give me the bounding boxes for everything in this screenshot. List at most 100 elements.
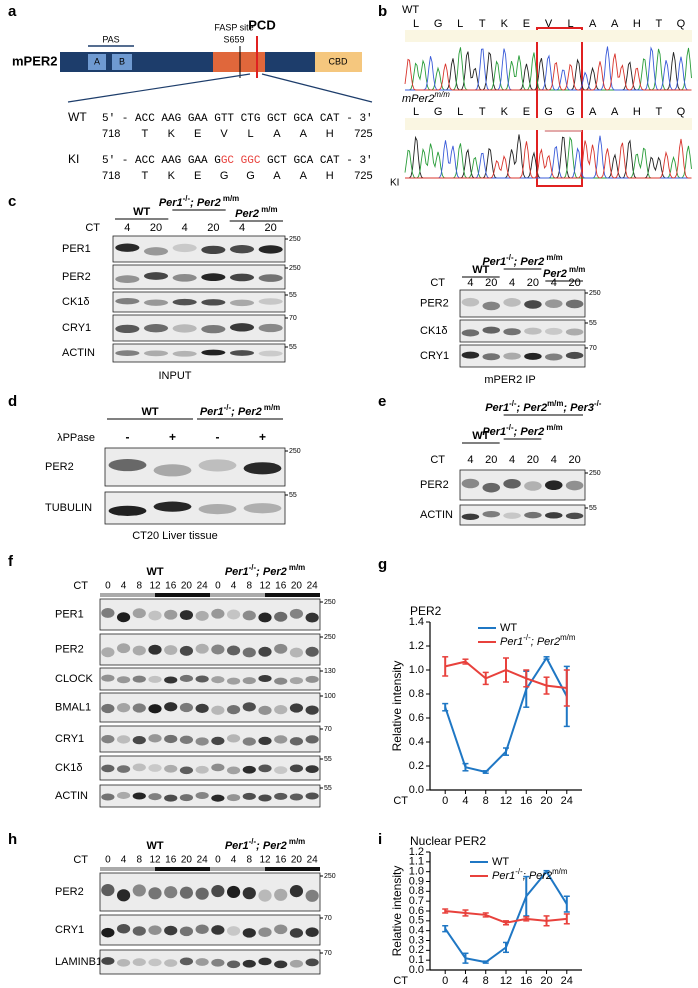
amino-acid: T [656, 18, 663, 30]
band [195, 924, 209, 935]
band [116, 676, 131, 684]
band [143, 272, 169, 280]
lane-label: 4 [231, 581, 237, 592]
text-part: ; Per2 [514, 426, 545, 438]
band [201, 273, 226, 281]
band [101, 703, 115, 714]
band [274, 766, 288, 774]
sequence: 5' - ACC AAG GAA GGC GGC GCT GCA CAT - 3… [102, 155, 373, 167]
band [116, 791, 131, 799]
ki-label: KI [390, 178, 399, 189]
text-part: -/- [515, 867, 523, 876]
genotype-label: Per2 m/m [235, 205, 277, 220]
lane-label: 24 [307, 855, 319, 866]
band [305, 765, 319, 773]
blot-strip [112, 264, 286, 290]
row-label: CK1δ [62, 296, 90, 308]
band [305, 612, 319, 623]
mw-marker: 70 [324, 915, 332, 922]
band [565, 480, 584, 491]
chromatogram-trace [405, 46, 692, 91]
text-part: WT [500, 622, 517, 634]
amino-acid: G [246, 170, 255, 182]
genotype-label: Per1-/-; Per2 m/m [159, 194, 239, 209]
domain-label: PAS [102, 34, 119, 44]
y-tick-label: 0.1 [409, 954, 424, 966]
row-label: BMAL1 [55, 701, 91, 713]
band [305, 958, 319, 967]
amino-acid: T [479, 18, 486, 30]
x-tick-label: 12 [500, 795, 512, 807]
band [201, 324, 226, 334]
band [179, 735, 194, 744]
band [565, 299, 584, 309]
y-tick-label: 0.3 [409, 934, 424, 946]
text-part: m/m [560, 633, 576, 642]
amino-acid: V [220, 128, 228, 140]
band [198, 459, 237, 472]
text-part: GCT GCA CAT - 3' [260, 155, 372, 167]
genotype-label: Per2 m/m [543, 265, 585, 280]
band [305, 792, 319, 800]
band [211, 736, 225, 746]
row-label: PER2 [62, 271, 91, 283]
band [242, 737, 256, 746]
band [258, 957, 272, 966]
band [101, 674, 115, 682]
band [258, 298, 283, 305]
band [179, 702, 194, 713]
lane-label: 20 [265, 222, 277, 234]
amino-acid: L [247, 128, 253, 140]
chromatogram-trace [404, 53, 692, 91]
band [164, 886, 178, 899]
band [132, 645, 146, 656]
x-axis-label: CT [393, 975, 408, 987]
band [226, 704, 241, 715]
amino-acid: L [413, 18, 419, 30]
text-part: Per2 [543, 268, 567, 280]
text-part: WT [141, 406, 158, 418]
band [132, 608, 146, 619]
legend-label: WT [500, 622, 517, 634]
band [116, 923, 131, 934]
band [195, 610, 209, 621]
lane-label: 20 [568, 277, 580, 289]
blot-strip [99, 667, 321, 691]
zoom-line [261, 73, 373, 103]
lane-label: 0 [215, 855, 221, 866]
band [545, 480, 563, 490]
band [258, 674, 272, 683]
band [461, 351, 480, 359]
ct-label: CT [430, 277, 445, 289]
y-tick-label: 0.8 [409, 688, 424, 700]
band [115, 324, 140, 334]
band [195, 643, 209, 654]
band [148, 925, 162, 935]
band [258, 794, 272, 802]
x-tick-label: 8 [483, 975, 489, 987]
band [258, 646, 272, 657]
light-bar [210, 867, 265, 871]
band [148, 958, 162, 967]
genotype-label: Per1-/-; Per2 m/m [482, 253, 562, 268]
row-label: PER2 [420, 479, 449, 491]
band [461, 513, 480, 520]
band [289, 928, 304, 938]
band [289, 737, 304, 746]
blot-strip [112, 314, 286, 342]
lane-label: 12 [149, 581, 161, 592]
band [226, 885, 241, 899]
row-label: CRY1 [420, 350, 449, 362]
x-tick-label: 8 [483, 795, 489, 807]
text-part: m/m [567, 265, 585, 274]
mw-marker: 250 [324, 873, 336, 880]
dark-bar [155, 867, 210, 871]
text-part: Per1 [482, 426, 506, 438]
panel-letter: c [8, 193, 16, 210]
band [524, 511, 542, 519]
blot-strip [459, 469, 586, 501]
band [258, 927, 272, 937]
band [116, 735, 131, 744]
lane-label: 20 [568, 454, 580, 466]
text-part: ; Per2 [256, 840, 287, 852]
